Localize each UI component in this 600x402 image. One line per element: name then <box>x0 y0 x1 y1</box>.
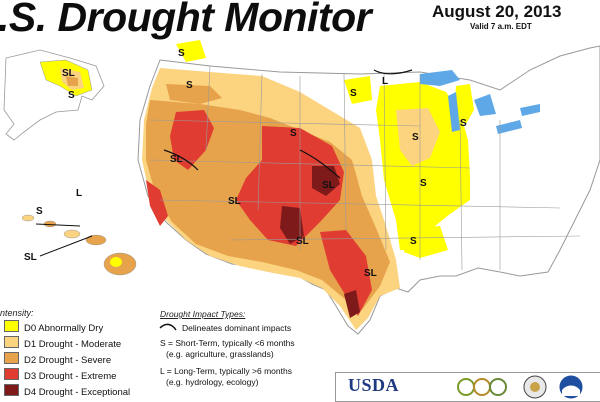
impact-line-sample <box>159 323 177 331</box>
d0-michigan <box>454 84 474 124</box>
usda-logo: USDA <box>348 375 400 395</box>
legend-title: ntensity: <box>0 308 34 318</box>
legend-item-d3: D3 Drought - Extreme <box>4 368 116 382</box>
label-colorado-s: S <box>290 128 297 139</box>
label-alaska-s: S <box>68 90 75 101</box>
legend-item-d2: D2 Drought - Severe <box>4 352 111 366</box>
label-newmexico-sl: SL <box>296 236 309 247</box>
impact-delineates: Delineates dominant impacts <box>182 323 292 333</box>
hawaii <box>21 214 137 276</box>
noaa-logo <box>559 375 583 399</box>
great-lakes <box>420 70 540 134</box>
d3-nevada <box>170 110 214 170</box>
impact-long-term-2: (e.g. hydrology, ecology) <box>166 377 259 387</box>
map-title: .S. Drought Monitor <box>0 0 372 40</box>
impact-lines <box>163 69 413 179</box>
ndmc-logo <box>457 378 507 396</box>
impact-short-term-1: S = Short-Term, typically <6 months <box>160 338 295 348</box>
label-hawaii-sl: SL <box>24 252 37 263</box>
label-alaska-sl: SL <box>62 68 75 79</box>
label-arizona-sl: SL <box>228 196 241 207</box>
d3-colorado <box>236 126 344 246</box>
impact-title: Drought Impact Types: <box>160 309 246 319</box>
d1-midwest <box>396 108 440 166</box>
d3-california <box>146 180 168 226</box>
impact-long-term-1: L = Long-Term, typically >6 months <box>160 366 292 376</box>
swatch-d4 <box>4 384 19 396</box>
label-nevada-sl: SL <box>170 154 183 165</box>
swatch-d3 <box>4 368 19 380</box>
impact-short-term-2: (e.g. agriculture, grasslands) <box>166 349 274 359</box>
alaska <box>3 49 105 141</box>
d0-pnw <box>176 40 206 62</box>
state-borders <box>149 65 581 271</box>
valid-time: Valid 7 a.m. EDT <box>470 22 532 31</box>
legend-label-d1: D1 Drought - Moderate <box>24 339 122 350</box>
d4-new-mexico <box>280 206 304 244</box>
d4-texas <box>344 290 360 318</box>
legend-label-d3: D3 Drought - Extreme <box>24 371 117 382</box>
label-kansas-sl: SL <box>322 180 335 191</box>
swatch-d0 <box>4 320 19 332</box>
legend-item-d4: D4 Drought - Exceptional <box>4 384 130 398</box>
label-north-l: L <box>382 76 388 87</box>
label-oregon-s: S <box>186 80 193 91</box>
label-louisiana-s: S <box>410 236 417 247</box>
swatch-d1 <box>4 336 19 348</box>
label-hawaii-s: S <box>36 206 43 217</box>
label-hawaii-l: L <box>76 188 82 199</box>
map-date: August 20, 2013 <box>432 2 562 21</box>
d2-pnw <box>166 84 222 104</box>
label-iowa-s: S <box>412 132 419 143</box>
d0-louisiana <box>404 226 448 258</box>
legend-label-d4: D4 Drought - Exceptional <box>24 387 131 398</box>
label-missouri-s: S <box>420 178 427 189</box>
legend-item-d1: D1 Drought - Moderate <box>4 336 121 350</box>
d4-colorado <box>312 166 340 196</box>
label-texas-sl: SL <box>364 268 377 279</box>
label-pnw-s: S <box>178 48 185 59</box>
swatch-d2 <box>4 352 19 364</box>
label-michigan-s: S <box>460 118 467 129</box>
doc-seal-logo <box>523 375 547 399</box>
label-dakota-s: S <box>350 88 357 99</box>
legend-label-d0: D0 Abnormally Dry <box>24 323 104 334</box>
legend-item-d0: D0 Abnormally Dry <box>4 320 103 334</box>
legend-label-d2: D2 Drought - Severe <box>24 355 112 366</box>
d3-texas <box>320 230 372 316</box>
logo-strip: USDA <box>335 372 600 402</box>
d0-north <box>344 76 372 104</box>
